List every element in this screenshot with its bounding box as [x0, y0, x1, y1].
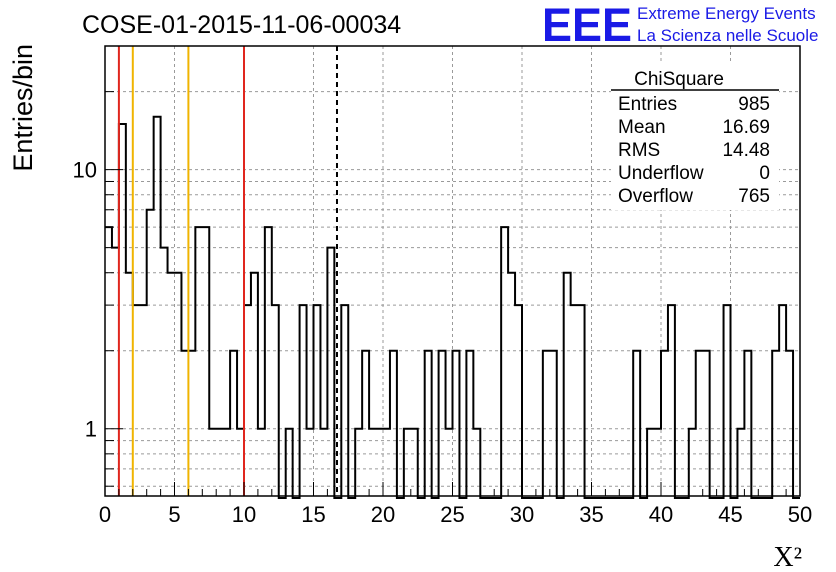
x-tick-label: 25 — [440, 502, 464, 527]
stats-box: ChiSquare Entries 985 Mean 16.69 RMS 14.… — [611, 62, 779, 210]
x-tick-label: 35 — [579, 502, 603, 527]
y-axis-label: Entries/bin — [8, 44, 38, 172]
x-axis-label: X² — [773, 542, 802, 572]
axis-ticks — [104, 91, 801, 496]
stats-overflow-label: Overflow — [618, 186, 693, 207]
y-tick-labels: 1 10 — [73, 158, 97, 442]
stats-entries-value: 985 — [738, 94, 770, 115]
x-tick-label: 30 — [510, 502, 534, 527]
stats-rms-value: 14.48 — [722, 140, 770, 161]
histogram-bars — [105, 115, 800, 499]
stats-entries-label: Entries — [618, 94, 677, 115]
x-tick-label: 5 — [168, 502, 180, 527]
grid — [105, 46, 800, 496]
x-tick-label: 45 — [718, 502, 742, 527]
stats-mean-value: 16.69 — [722, 117, 770, 138]
x-tick-label: 10 — [232, 502, 256, 527]
stats-underflow-label: Underflow — [618, 163, 704, 184]
x-tick-label: 40 — [649, 502, 673, 527]
stats-rms-label: RMS — [618, 140, 660, 161]
stats-mean-label: Mean — [618, 117, 666, 138]
x-tick-label: 15 — [301, 502, 325, 527]
y-tick-label: 1 — [85, 417, 97, 442]
x-tick-label: 0 — [99, 502, 111, 527]
eee-logo: EEE Extreme Energy Events La Scienza nel… — [542, 0, 818, 51]
histogram-outline — [105, 115, 800, 499]
x-tick-label: 20 — [371, 502, 395, 527]
chart-title: COSE-01-2015-11-06-00034 — [82, 11, 401, 39]
reference-lines — [117, 46, 338, 496]
x-tick-label: 50 — [788, 502, 812, 527]
eee-logo-line1: Extreme Energy Events — [637, 4, 816, 23]
x-tick-labels: 0 5 10 15 20 25 30 35 40 45 50 — [99, 502, 812, 527]
stats-title: ChiSquare — [634, 69, 724, 90]
eee-logo-mark: EEE — [542, 0, 632, 51]
stats-underflow-value: 0 — [759, 163, 770, 184]
eee-logo-line2: La Scienza nelle Scuole — [637, 26, 818, 45]
y-tick-label: 10 — [73, 158, 97, 183]
stats-overflow-value: 765 — [738, 186, 770, 207]
